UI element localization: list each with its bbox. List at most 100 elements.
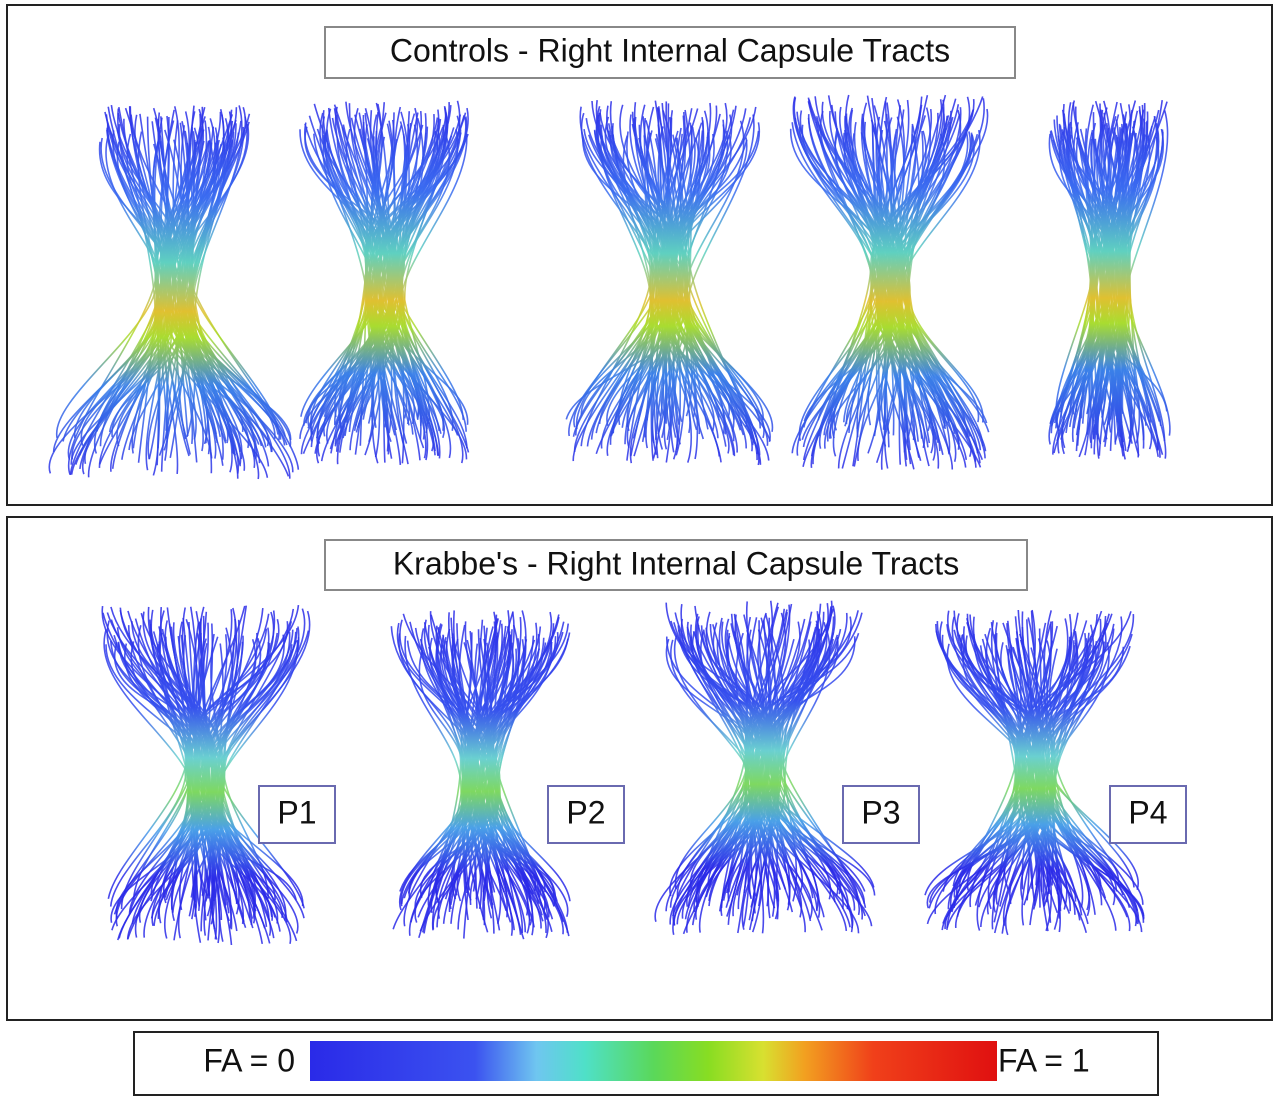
fibre	[972, 616, 1131, 908]
fibre	[325, 123, 412, 444]
fibre	[946, 624, 1054, 886]
fibre	[451, 638, 554, 920]
fibre	[676, 613, 777, 925]
fibre	[170, 621, 203, 910]
fibre	[1009, 628, 1046, 905]
fibre	[826, 109, 974, 442]
fibre	[720, 602, 829, 916]
fibre	[758, 620, 848, 931]
fibre	[899, 129, 981, 437]
fibre	[672, 108, 736, 457]
fibre	[1099, 109, 1131, 414]
fibre	[695, 617, 782, 907]
fibre	[123, 643, 288, 923]
fibre	[924, 627, 1035, 896]
fibre	[206, 607, 238, 917]
fibre	[210, 632, 279, 904]
fibre	[1054, 628, 1115, 906]
fibre	[103, 629, 283, 918]
fibre	[321, 116, 469, 425]
patient-label: P4	[1128, 794, 1167, 830]
fibre	[994, 622, 1102, 892]
fibre	[575, 133, 683, 430]
fibre	[1077, 136, 1140, 456]
fibre	[1014, 633, 1087, 887]
fibre	[978, 639, 1056, 908]
fibre	[202, 630, 310, 919]
fibre	[651, 119, 725, 444]
fibre	[81, 122, 179, 475]
fibre	[451, 644, 524, 933]
title-box	[324, 539, 1028, 591]
fibre	[660, 134, 732, 440]
fibre	[371, 112, 422, 420]
fibre	[1110, 127, 1162, 426]
fibre	[672, 613, 823, 917]
fibre	[1095, 134, 1145, 412]
fibre	[368, 119, 395, 455]
fibre	[611, 106, 757, 434]
fibre	[1099, 103, 1108, 418]
fibre	[1065, 138, 1147, 434]
fibre	[1005, 645, 1145, 920]
fibre	[657, 126, 715, 432]
fibre	[404, 635, 477, 892]
fibre	[686, 130, 729, 431]
fibre	[110, 128, 203, 472]
fibre	[118, 124, 187, 440]
fibre	[110, 606, 305, 909]
fibre	[450, 610, 472, 906]
fibre	[202, 638, 281, 932]
fibre	[116, 141, 286, 446]
fibre	[173, 139, 207, 444]
fibre	[871, 104, 923, 432]
fibre	[150, 636, 220, 896]
fibre	[154, 126, 291, 447]
fibre	[145, 116, 206, 471]
fibre	[1098, 124, 1141, 444]
fibre	[861, 102, 911, 464]
fibre	[791, 122, 926, 449]
fibre	[1115, 110, 1139, 448]
fibre	[654, 138, 757, 438]
fibre	[682, 625, 775, 935]
colorbar-max-label: FA = 1	[998, 1042, 1090, 1078]
fibre	[117, 641, 240, 915]
fibre	[668, 122, 761, 453]
fibre	[159, 141, 300, 470]
fibre	[1072, 122, 1104, 433]
fibre	[341, 126, 410, 426]
fibre	[590, 105, 718, 440]
fibre	[629, 104, 668, 464]
fibre	[1091, 111, 1128, 439]
fibre	[654, 100, 760, 466]
fibre	[727, 639, 769, 896]
fibre	[140, 612, 269, 899]
fibre	[695, 632, 860, 903]
fibre	[166, 607, 299, 934]
fibre	[178, 621, 275, 939]
fibre	[803, 116, 905, 428]
fibre	[572, 112, 684, 462]
fibre	[638, 137, 764, 421]
patient-label-box	[547, 785, 625, 844]
fibre	[728, 631, 831, 893]
fibre	[986, 638, 1040, 915]
fibre	[1094, 100, 1122, 443]
fibre	[365, 133, 469, 443]
fibre	[844, 118, 971, 427]
fibre	[817, 106, 911, 437]
fibre	[750, 605, 836, 933]
fibre	[651, 117, 730, 454]
fibre	[116, 627, 224, 919]
fibre	[324, 130, 428, 430]
fibre	[137, 131, 273, 453]
fibre	[670, 639, 761, 902]
fibre	[150, 609, 190, 898]
fibre	[1034, 623, 1128, 918]
fibre	[834, 131, 946, 427]
fibre	[889, 121, 951, 442]
fibre	[655, 125, 719, 439]
